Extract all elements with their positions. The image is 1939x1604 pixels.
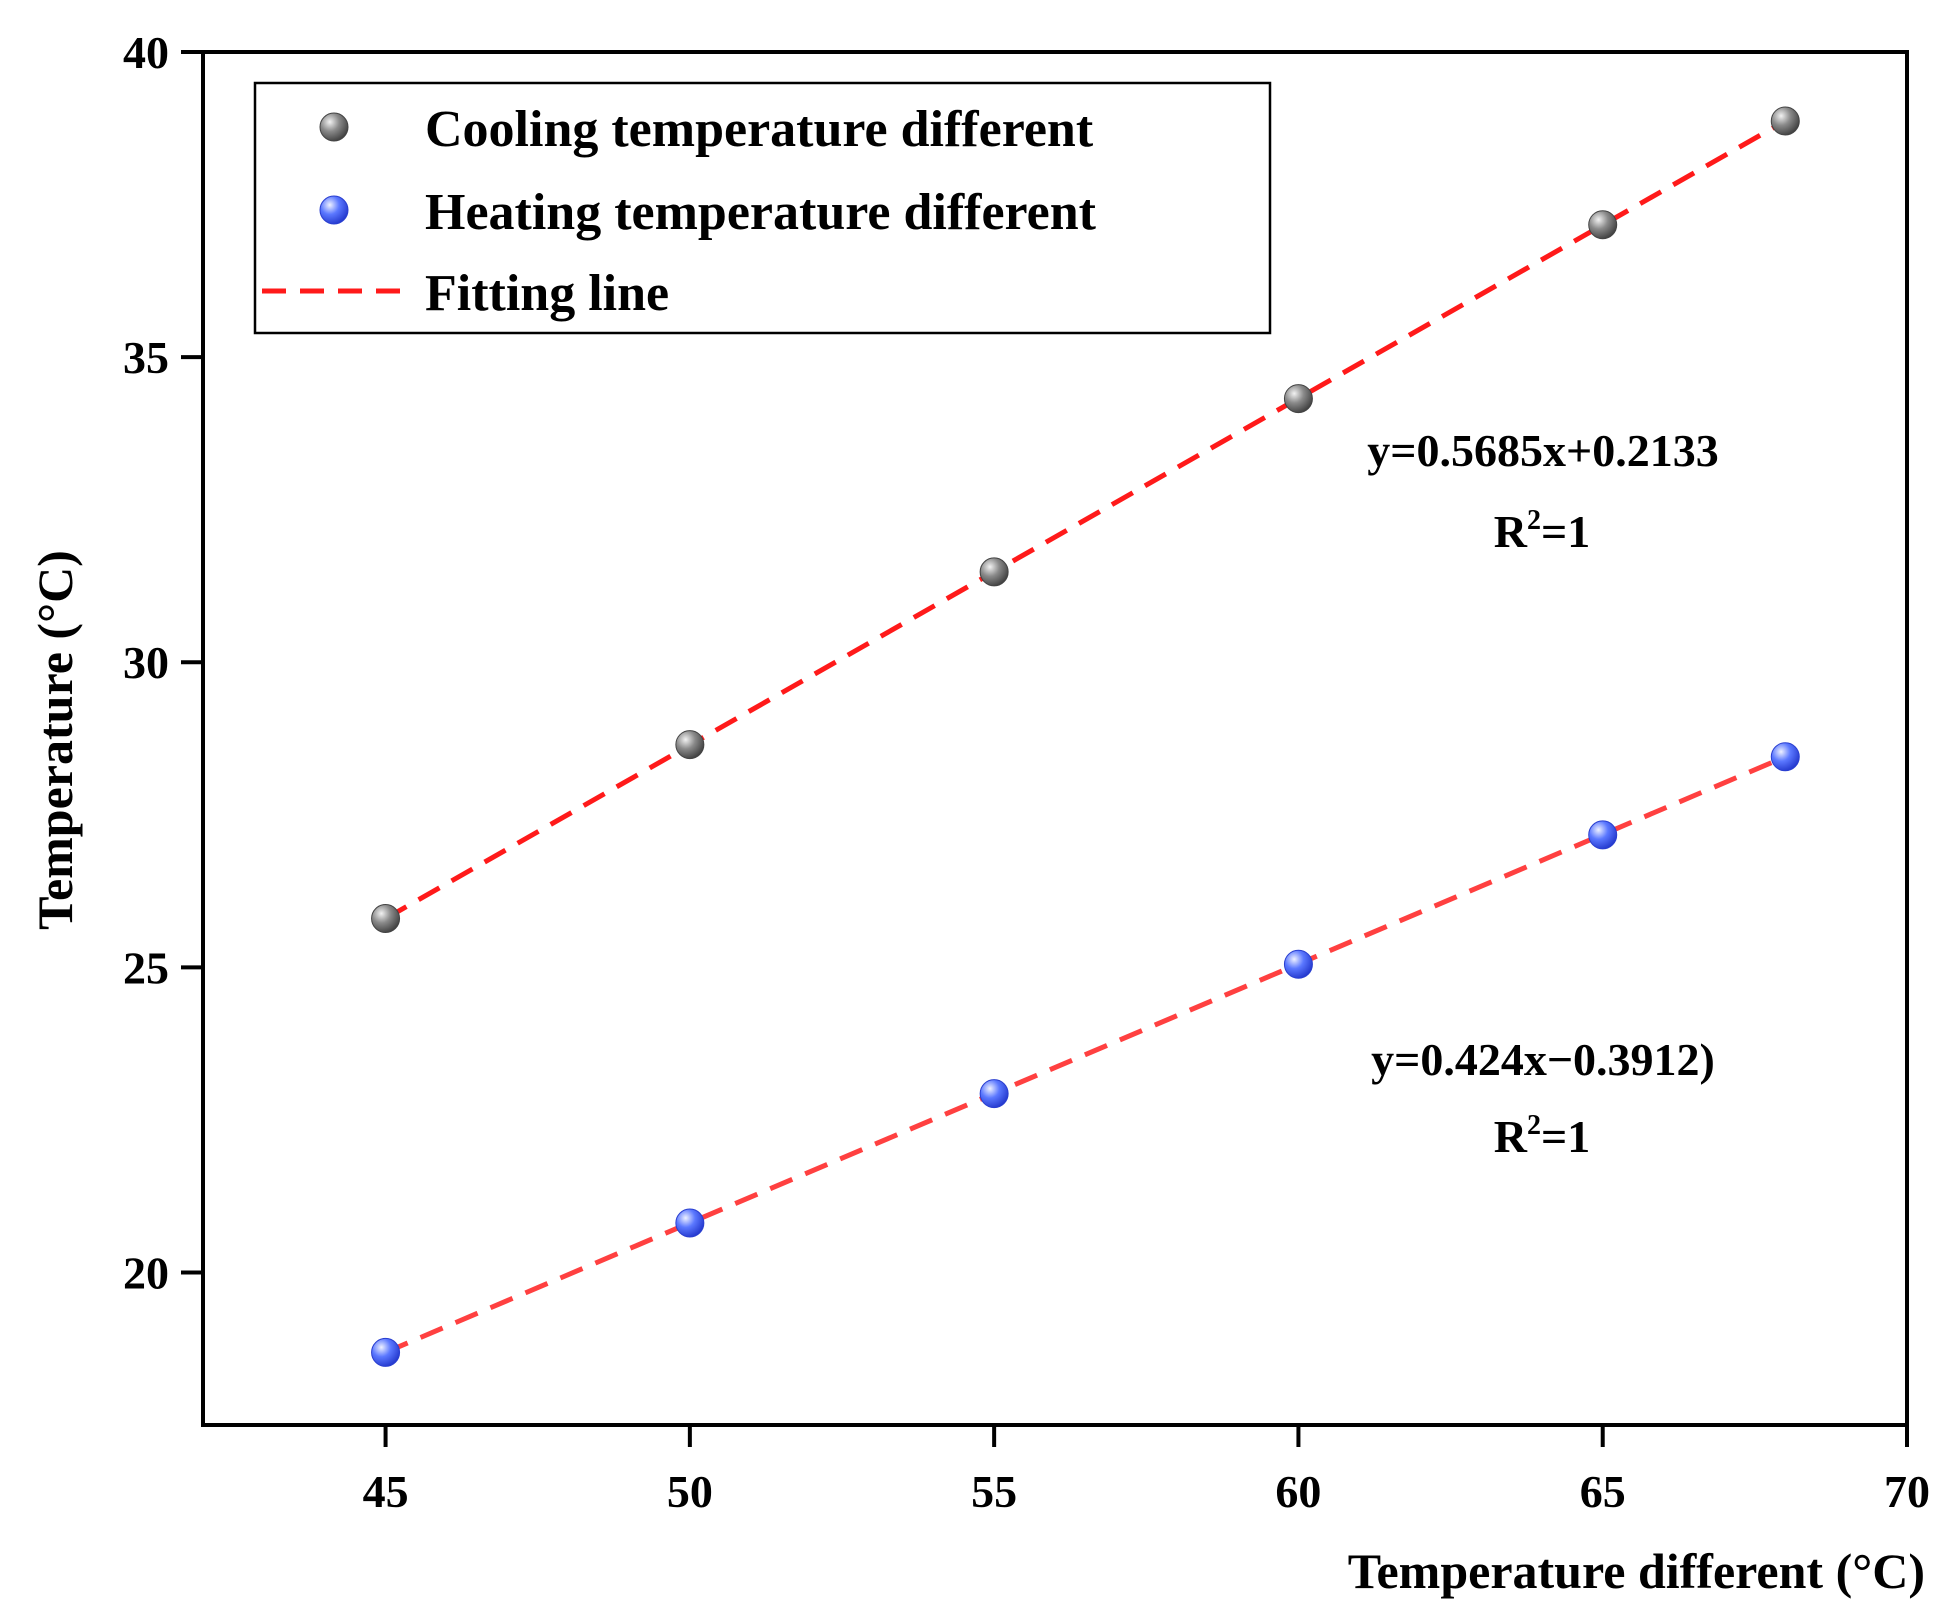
annotation-heating: y=0.424x−0.3912) R2=1 — [1371, 1034, 1715, 1162]
legend: Cooling temperature different Heating te… — [253, 81, 1272, 335]
data-points — [371, 106, 1800, 1367]
equation-cooling: y=0.5685x+0.2133 — [1367, 425, 1718, 476]
cooling-point — [1283, 384, 1313, 414]
x-tick-label: 50 — [667, 1466, 713, 1517]
cooling-point — [1770, 106, 1800, 136]
cooling-point — [371, 904, 401, 934]
cooling-point — [979, 557, 1009, 587]
y-axis-title: Temperature (°C) — [27, 550, 83, 930]
heating-point — [675, 1208, 705, 1238]
heating-point — [1283, 949, 1313, 979]
x-axis-title: Temperature different (°C) — [1348, 1543, 1925, 1599]
x-tick-label: 45 — [363, 1466, 409, 1517]
legend-marker-cooling — [319, 112, 349, 142]
y-axis: 20 25 30 35 40 — [123, 27, 203, 1298]
x-tick-label: 55 — [971, 1466, 1017, 1517]
equation-heating: y=0.424x−0.3912) — [1371, 1034, 1715, 1085]
legend-label-cooling: Cooling temperature different — [425, 101, 1094, 158]
y-tick-label: 30 — [123, 637, 169, 688]
legend-marker-heating — [319, 195, 349, 225]
x-tick-label: 65 — [1580, 1466, 1626, 1517]
cooling-point — [1588, 210, 1618, 240]
heating-point — [1770, 742, 1800, 772]
legend-box — [253, 81, 1272, 335]
heating-point — [371, 1337, 401, 1367]
y-tick-label: 35 — [123, 332, 169, 383]
heating-point — [1588, 820, 1618, 850]
r-squared-heating: R2=1 — [1494, 1110, 1590, 1162]
r-squared-cooling: R2=1 — [1494, 505, 1590, 557]
cooling-point — [675, 730, 705, 760]
x-tick-label: 70 — [1884, 1466, 1930, 1517]
legend-label-heating: Heating temperature different — [425, 184, 1097, 241]
y-tick-label: 20 — [123, 1247, 169, 1298]
x-tick-label: 60 — [1275, 1466, 1321, 1517]
x-axis: 45 50 55 60 65 70 — [363, 1425, 1930, 1517]
fitting-lines — [384, 118, 1787, 1355]
y-tick-label: 40 — [123, 27, 169, 78]
annotation-cooling: y=0.5685x+0.2133 R2=1 — [1367, 425, 1718, 557]
heating-point — [979, 1079, 1009, 1109]
fit-line-heating — [384, 754, 1787, 1355]
y-tick-label: 25 — [123, 942, 169, 993]
legend-label-fit: Fitting line — [425, 265, 669, 322]
fit-line-cooling — [384, 118, 1787, 921]
